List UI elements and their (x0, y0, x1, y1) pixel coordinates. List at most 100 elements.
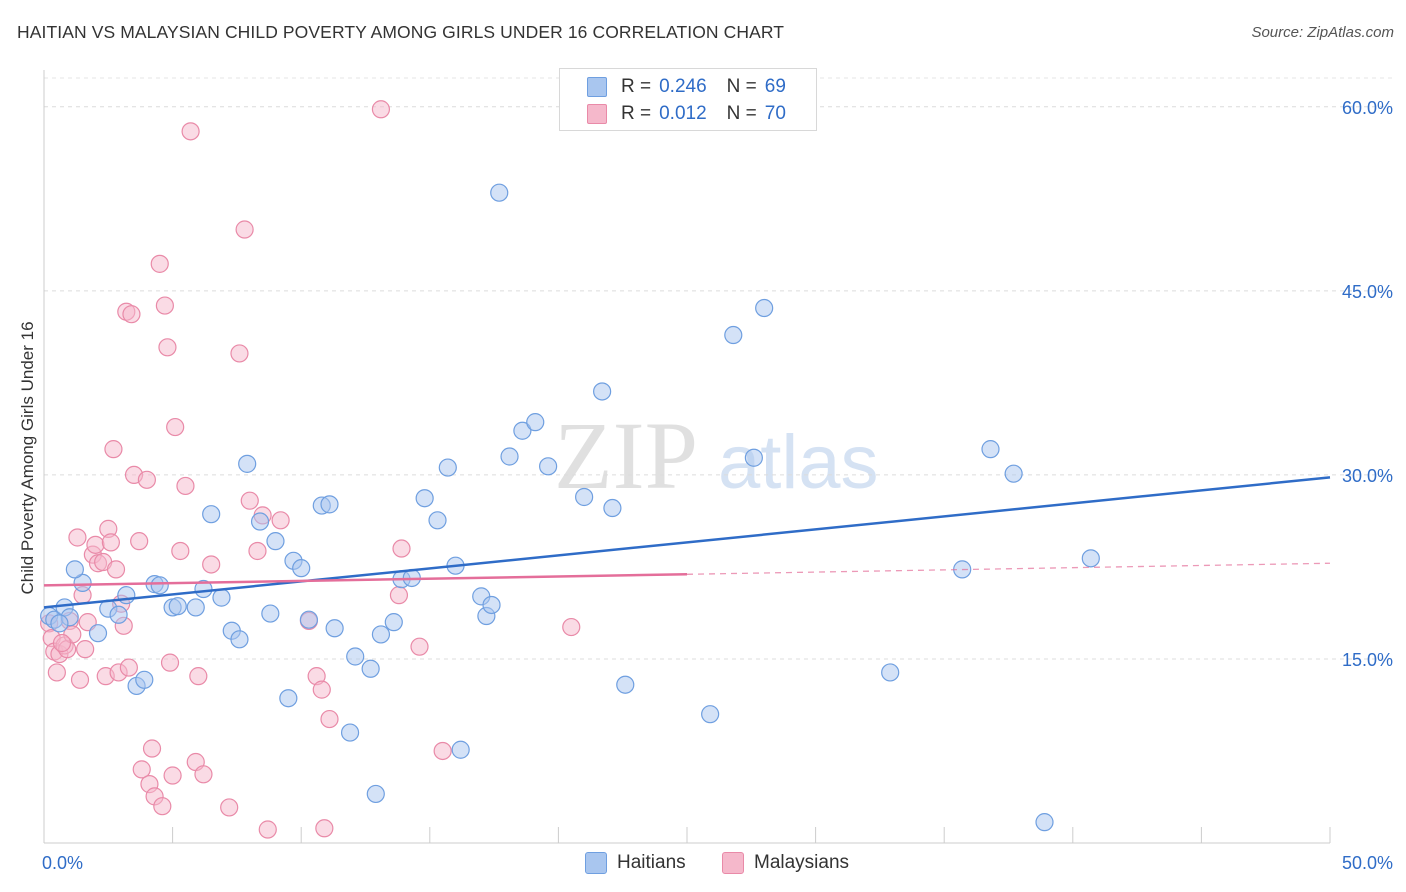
data-point-haitians (250, 512, 270, 531)
data-point-malaysians (52, 633, 72, 653)
data-point-malaysians (119, 658, 138, 677)
legend-n-value: 69 (764, 76, 786, 97)
data-point-malaysians (312, 680, 331, 699)
data-point-haitians (1004, 464, 1023, 483)
data-point-malaysians (194, 765, 213, 784)
data-point-malaysians (176, 476, 195, 496)
data-point-haitians (616, 675, 635, 694)
data-point-haitians (575, 487, 594, 507)
x-tick-label: 50.0% (1342, 853, 1393, 873)
data-point-haitians (279, 689, 298, 708)
data-point-haitians (238, 454, 257, 473)
data-point-haitians (73, 573, 92, 592)
data-point-haitians (202, 505, 221, 524)
source-label: Source: ZipAtlas.com (1251, 24, 1394, 41)
series-haitians (40, 183, 1100, 832)
data-point-haitians (482, 595, 501, 615)
watermark-atlas: atlas (718, 420, 879, 505)
legend-row-haitians: R = 0.246 N = 69 (587, 75, 786, 99)
axes (43, 70, 1331, 844)
data-point-haitians (230, 630, 249, 649)
data-point-malaysians (371, 100, 391, 119)
correlation-legend: R = 0.246 N = 69 R = 0.012 N = 70 (559, 68, 817, 131)
data-point-haitians (881, 663, 900, 682)
legend-n-label: N = (726, 76, 757, 97)
data-point-malaysians (320, 709, 339, 729)
data-point-haitians (1081, 549, 1100, 568)
data-point-haitians (186, 598, 205, 617)
legend-swatch-malaysians (587, 104, 607, 124)
data-point-haitians (292, 559, 311, 578)
data-point-haitians (299, 610, 319, 629)
data-point-malaysians (389, 586, 409, 605)
bottom-legend-swatch-malaysians (722, 852, 744, 874)
trend-line-malaysians (43, 573, 688, 587)
data-point-haitians (701, 705, 720, 724)
trend-lines (43, 476, 1331, 609)
data-point-haitians (500, 447, 519, 466)
data-point-malaysians (158, 338, 177, 357)
y-tick-label: 30.0% (1342, 466, 1393, 486)
data-point-haitians (212, 588, 231, 607)
legend-r-value: 0.012 (659, 103, 707, 124)
data-point-haitians (150, 576, 169, 595)
data-point-malaysians (271, 511, 290, 530)
data-point-haitians (513, 421, 532, 440)
data-point-haitians (346, 647, 365, 666)
data-point-haitians (438, 458, 457, 477)
data-point-malaysians (142, 739, 162, 758)
data-point-haitians (50, 614, 69, 633)
watermark-zip: ZIP (554, 402, 698, 509)
data-point-haitians (366, 784, 385, 804)
data-point-malaysians (132, 760, 151, 779)
data-point-malaysians (137, 470, 156, 489)
data-point-haitians (384, 613, 403, 632)
data-point-malaysians (166, 417, 185, 437)
data-point-malaysians (70, 670, 90, 689)
data-point-haitians (266, 532, 285, 551)
series-malaysians (40, 100, 581, 839)
tick-labels: 15.0% 30.0% 45.0% 60.0% 0.0% 50.0% (42, 98, 1393, 873)
data-point-haitians (168, 597, 187, 616)
data-point-malaysians (230, 344, 249, 363)
trend-line-malaysians-extension (686, 562, 1331, 575)
data-point-malaysians (181, 122, 200, 141)
data-point-malaysians (47, 663, 66, 682)
y-tick-label: 15.0% (1342, 650, 1393, 670)
data-point-haitians (371, 625, 391, 644)
data-point-malaysians (189, 667, 208, 686)
data-point-haitians (755, 298, 774, 318)
data-point-malaysians (68, 528, 87, 547)
bottom-legend-haitians: Haitians (585, 852, 686, 874)
data-point-malaysians (258, 820, 277, 839)
data-point-malaysians (248, 541, 267, 561)
data-point-malaysians (562, 617, 581, 637)
data-point-malaysians (130, 532, 149, 551)
legend-swatch-haitians (587, 77, 607, 97)
y-tick-label: 60.0% (1342, 98, 1393, 118)
data-point-malaysians (163, 766, 182, 785)
data-point-malaysians (86, 535, 105, 554)
data-point-haitians (526, 413, 545, 432)
data-point-malaysians (101, 533, 120, 552)
data-point-malaysians (106, 560, 126, 579)
data-point-malaysians (410, 637, 429, 656)
data-point-malaysians (240, 491, 259, 510)
data-point-haitians (261, 604, 280, 623)
data-point-haitians (603, 498, 622, 518)
legend-r-label: R = (621, 76, 652, 97)
chart-title: HAITIAN VS MALAYSIAN CHILD POVERTY AMONG… (17, 22, 785, 42)
data-point-malaysians (153, 797, 172, 816)
y-tick-label: 45.0% (1342, 282, 1393, 302)
data-point-haitians (340, 723, 360, 742)
bottom-legend-malaysians: Malaysians (722, 852, 849, 874)
data-point-haitians (194, 579, 213, 599)
grid-lines (44, 77, 1392, 660)
data-point-haitians (135, 670, 154, 689)
data-point-malaysians (104, 440, 123, 459)
data-point-malaysians (150, 254, 169, 273)
data-point-haitians (428, 511, 447, 530)
legend-n-value: 70 (764, 103, 786, 124)
data-point-malaysians (433, 741, 452, 761)
legend-n-label: N = (726, 103, 757, 124)
